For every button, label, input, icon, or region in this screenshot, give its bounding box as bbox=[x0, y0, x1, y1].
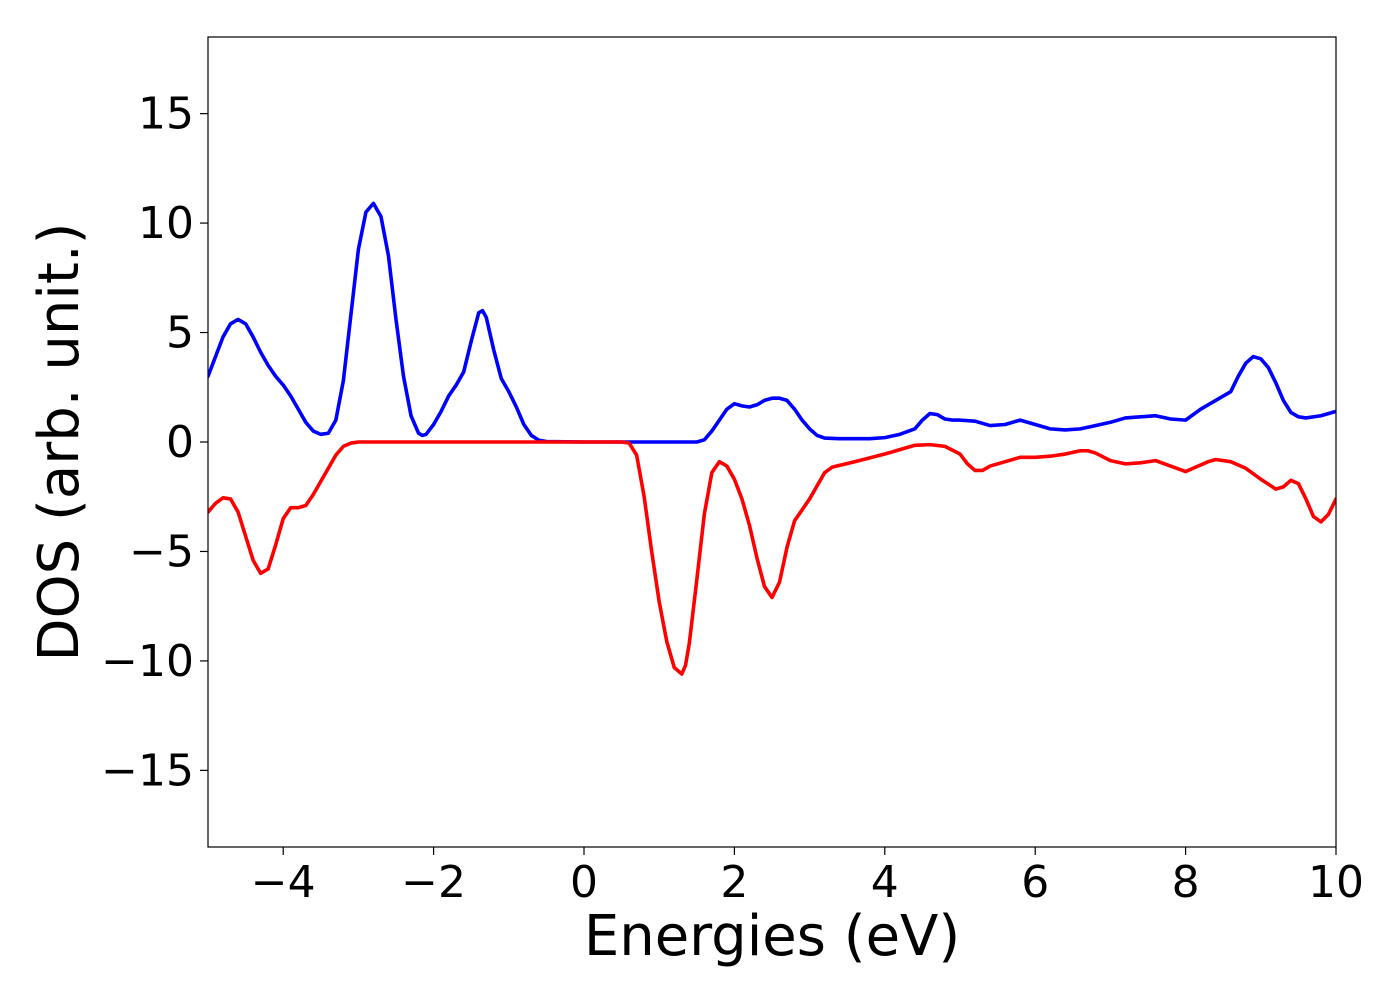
y-tick-label: 5 bbox=[166, 308, 194, 359]
y-axis-title: DOS (arb. unit.) bbox=[27, 222, 92, 661]
x-axis-title: Energies (eV) bbox=[584, 904, 960, 969]
x-tick-label: 4 bbox=[871, 857, 899, 908]
x-tick-label: 6 bbox=[1021, 857, 1049, 908]
dos-series-line-2 bbox=[208, 440, 1336, 676]
x-tick-label: −4 bbox=[251, 857, 316, 908]
y-tick-label: 15 bbox=[138, 89, 194, 140]
y-tick-label: −5 bbox=[129, 526, 194, 577]
x-tick-label: 0 bbox=[570, 857, 598, 908]
y-tick-label: −15 bbox=[101, 745, 194, 796]
x-axis-ticks: −4 −2 0 2 4 6 8 10 bbox=[251, 847, 1364, 908]
y-tick-label: 10 bbox=[138, 198, 194, 249]
x-tick-label: 10 bbox=[1308, 857, 1364, 908]
y-axis-ticks: −15 −10 −5 0 5 10 15 bbox=[101, 89, 208, 796]
y-tick-label: −10 bbox=[101, 636, 194, 687]
x-tick-label: 2 bbox=[720, 857, 748, 908]
series-group bbox=[208, 201, 1336, 676]
dos-series-line-1 bbox=[208, 201, 1336, 444]
x-tick-label: −2 bbox=[401, 857, 466, 908]
y-tick-label: 0 bbox=[166, 417, 194, 468]
x-tick-label: 8 bbox=[1172, 857, 1200, 908]
